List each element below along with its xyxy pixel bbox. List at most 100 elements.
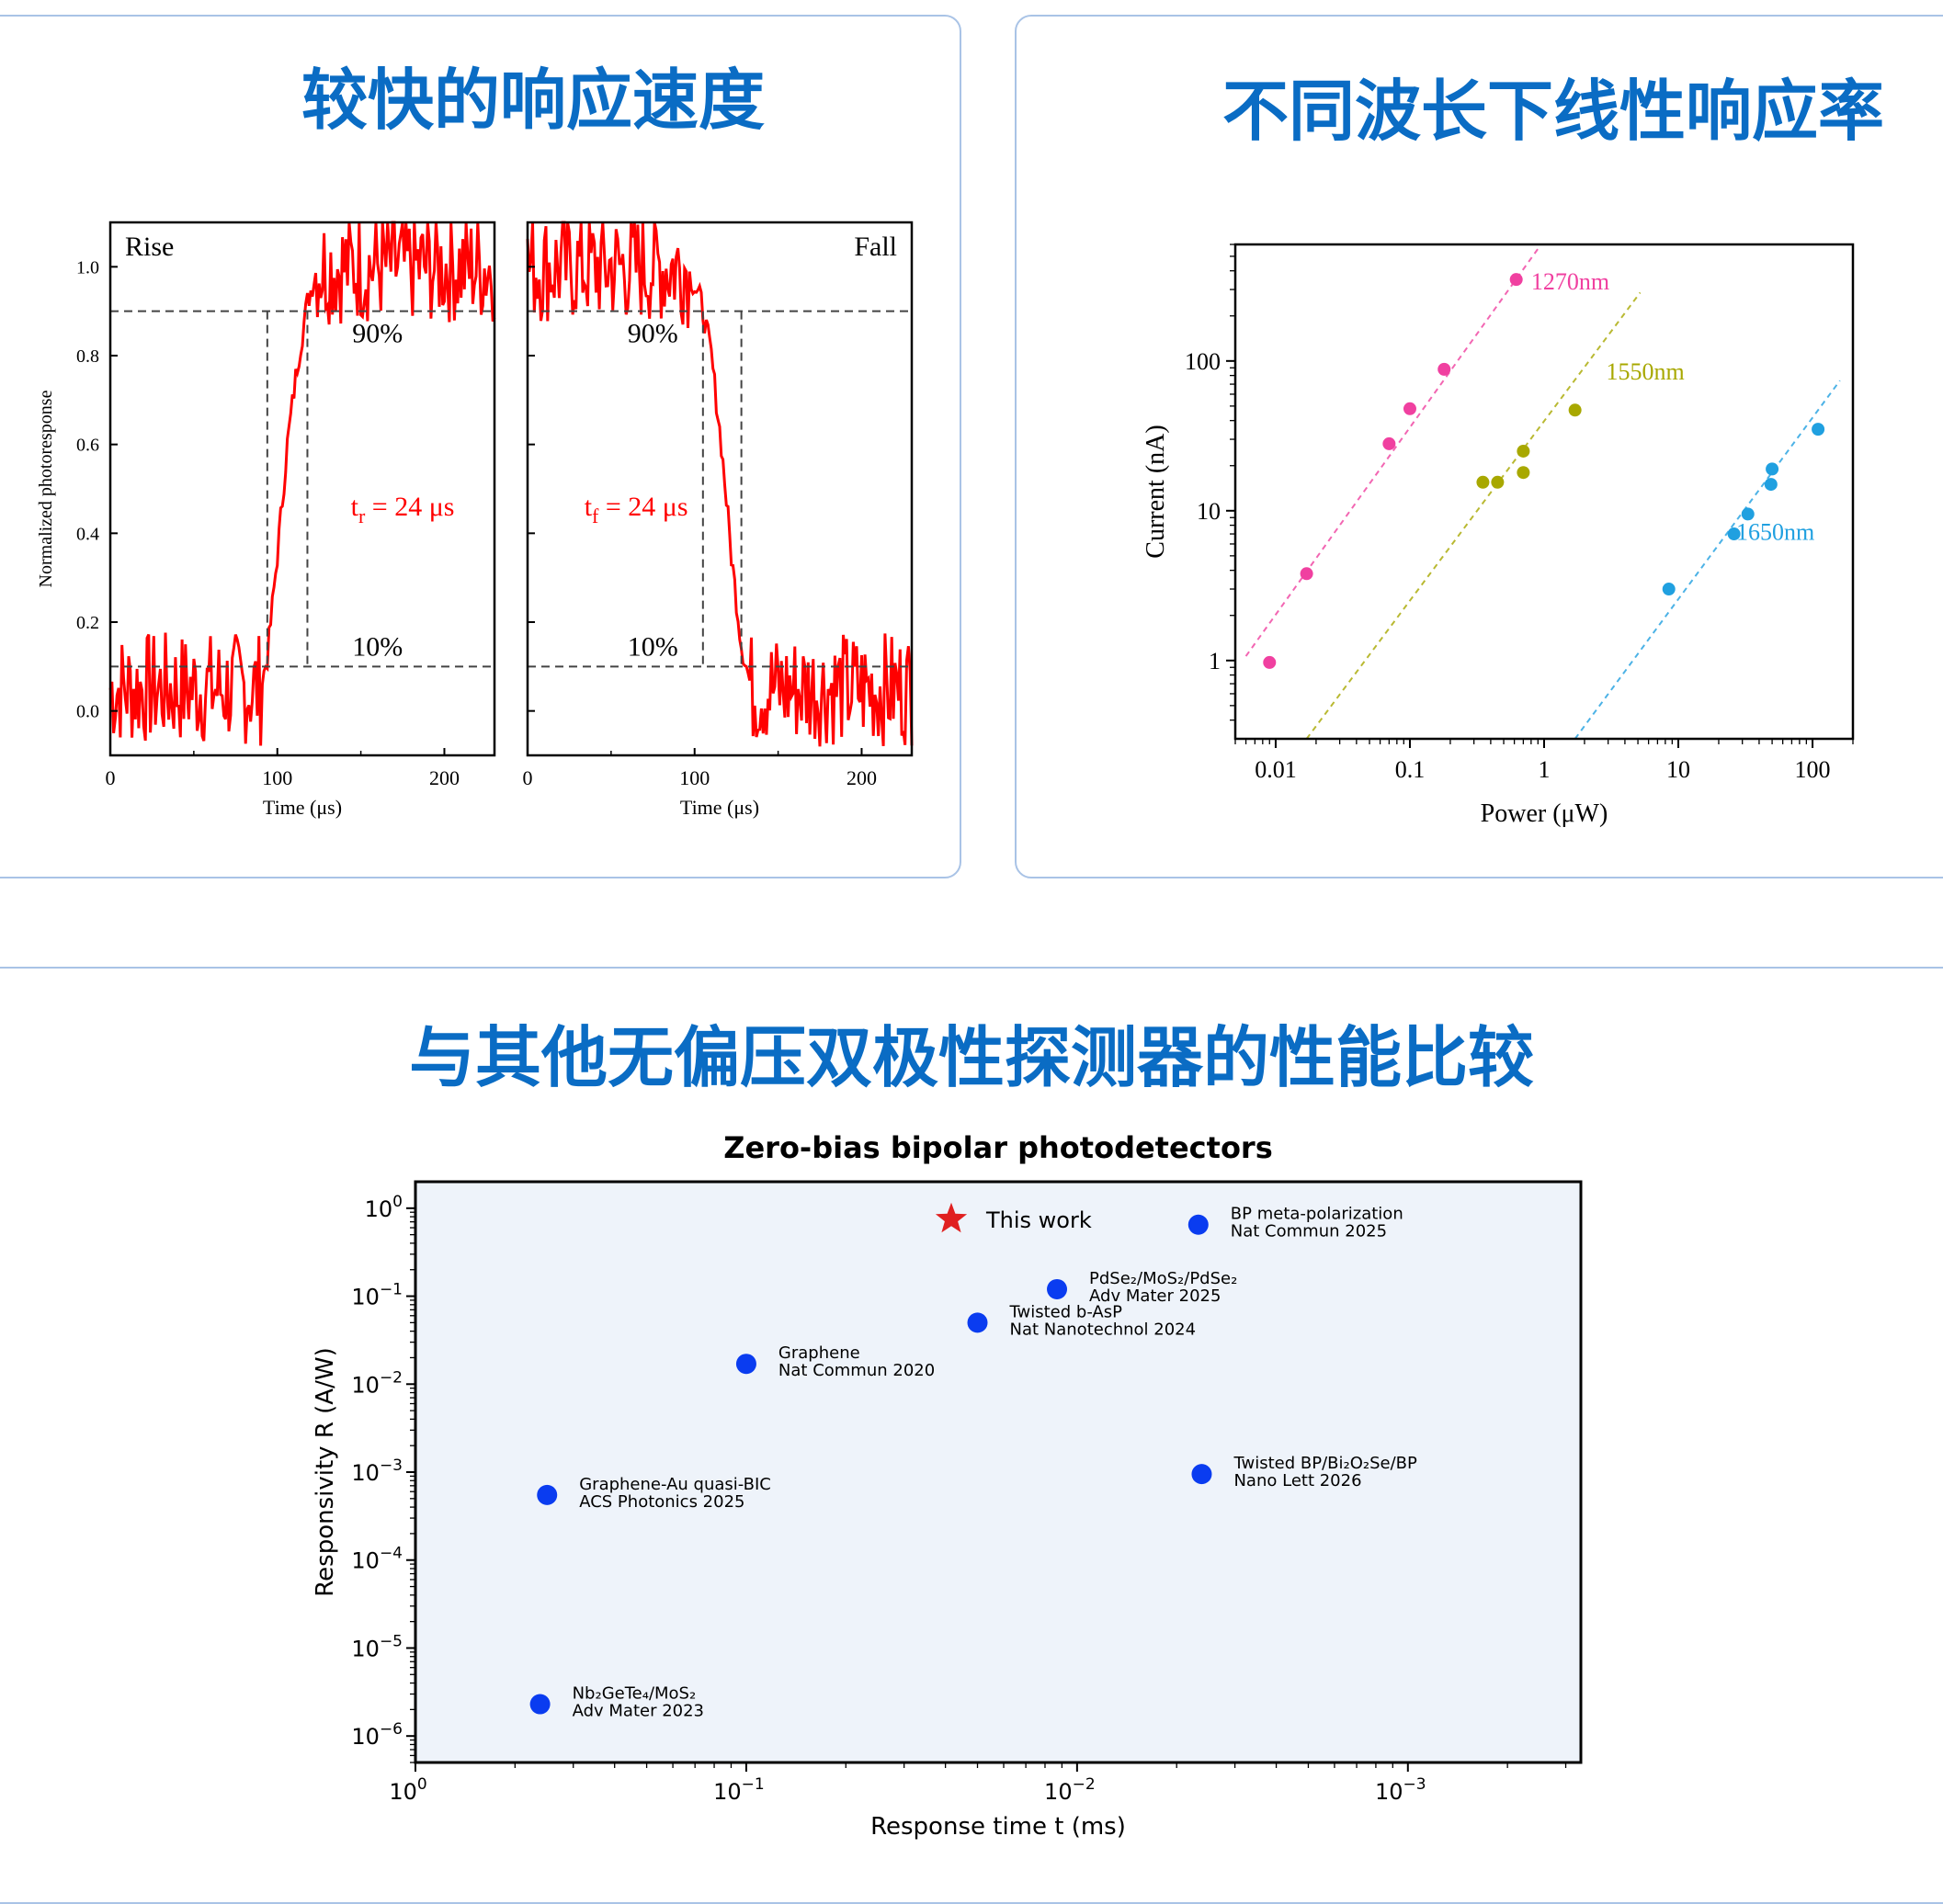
circle-marker bbox=[537, 1484, 558, 1505]
fit-line bbox=[1244, 248, 1540, 657]
speed-panel-title: 较快的响应速度 bbox=[301, 62, 765, 139]
x-tick-label: 10−2 bbox=[1044, 1775, 1096, 1805]
series-label: 1550nm bbox=[1607, 358, 1685, 385]
compare-chart-title: Zero-bias bipolar photodetectors bbox=[723, 1130, 1273, 1165]
star-marker bbox=[935, 1202, 968, 1233]
point-label: Adv Mater 2023 bbox=[573, 1702, 704, 1721]
point-label: Graphene bbox=[778, 1343, 860, 1363]
data-point bbox=[1300, 567, 1313, 581]
fit-line bbox=[1305, 291, 1642, 740]
circle-marker bbox=[1047, 1278, 1068, 1299]
y-tick-label: 10−2 bbox=[351, 1368, 403, 1398]
linear-frame bbox=[1233, 243, 1855, 741]
point-label: BP meta-polarization bbox=[1231, 1205, 1403, 1224]
data-point bbox=[1263, 655, 1277, 669]
x-axis-label: Response time t (ms) bbox=[870, 1813, 1126, 1841]
y-tick-label: 10−1 bbox=[351, 1281, 403, 1310]
fall-trace bbox=[526, 221, 914, 747]
linear-response-chart: 1270nm 1550nm 1650nm 0.01 0.1 1 10 100 Power (μW… bbox=[1142, 243, 1855, 828]
point-label: ACS Photonics 2025 bbox=[579, 1492, 744, 1512]
rise-time-annotation: tr = 24 μs bbox=[351, 492, 455, 527]
series-1650nm bbox=[1574, 380, 1841, 740]
linear-panel-title: 不同波长下线性响应率 bbox=[1221, 73, 1884, 150]
point-label: Graphene-Au quasi-BIC bbox=[579, 1475, 771, 1494]
x-tick-label: 10−3 bbox=[1375, 1775, 1426, 1805]
data-point bbox=[1403, 402, 1416, 415]
fall-subplot: Fall 90% 10% tf = 24 μs 0 100 200 Time (μs) bbox=[523, 221, 914, 819]
x-tick-label: 100 bbox=[1795, 756, 1831, 783]
circle-marker bbox=[1187, 1214, 1209, 1235]
point-label: Nat Commun 2020 bbox=[778, 1361, 935, 1380]
y-tick-label: 0.8 bbox=[76, 346, 99, 367]
label-90: 90% bbox=[352, 319, 403, 349]
label-90: 90% bbox=[628, 319, 678, 349]
fall-frame bbox=[526, 221, 914, 757]
y-tick-label: 0.6 bbox=[76, 436, 99, 456]
speed-panel bbox=[0, 15, 961, 878]
rise-trace bbox=[108, 221, 496, 746]
x-tick-label: 0.01 bbox=[1255, 756, 1297, 783]
comparison-chart: Zero-bias bipolar photodetectors 100 10−1 1… bbox=[312, 1130, 1583, 1841]
y-tick-label: 1 bbox=[1209, 648, 1221, 674]
series-1550nm bbox=[1305, 291, 1642, 740]
y-axis-label: Responsivity R (A/W) bbox=[312, 1347, 339, 1596]
data-point bbox=[1764, 478, 1778, 492]
point-label: Nb₂GeTe₄/MoS₂ bbox=[573, 1684, 697, 1704]
point-label: Nat Commun 2025 bbox=[1231, 1222, 1387, 1241]
point-label: Adv Mater 2025 bbox=[1089, 1286, 1221, 1306]
y-tick-label: 0.0 bbox=[76, 702, 99, 722]
data-point bbox=[1509, 273, 1523, 287]
x-tick-label: 100 bbox=[389, 1775, 426, 1805]
y-tick-label: 10 bbox=[1197, 498, 1221, 525]
y-axis-label: Normalized photoresponse bbox=[36, 390, 56, 587]
data-point bbox=[1568, 403, 1582, 417]
fit-line bbox=[1574, 380, 1841, 740]
data-point bbox=[1517, 444, 1530, 458]
data-point bbox=[1491, 475, 1505, 489]
fall-label: Fall bbox=[854, 232, 897, 262]
rise-subplot: Rise 90% 10% tr = 24 μs 0 100 200 Time (μs) 0.0 0… bbox=[36, 221, 496, 819]
data-point bbox=[1382, 436, 1396, 450]
y-tick-label: 10−3 bbox=[351, 1456, 403, 1486]
data-point bbox=[1727, 527, 1741, 541]
data-point bbox=[1741, 507, 1755, 521]
x-tick-label: 100 bbox=[262, 766, 292, 789]
y-tick-label: 10−5 bbox=[351, 1632, 403, 1661]
rise-label: Rise bbox=[125, 232, 174, 262]
point-label: Nano Lett 2026 bbox=[1233, 1471, 1361, 1490]
y-tick-label: 100 bbox=[1185, 348, 1221, 375]
compare-panel-title: 与其他无偏压双极性探测器的性能比较 bbox=[408, 1019, 1534, 1096]
y-axis-label: Current (nA) bbox=[1142, 425, 1170, 558]
series-1270nm bbox=[1244, 248, 1540, 669]
data-point bbox=[1662, 583, 1676, 596]
data-point bbox=[1517, 466, 1530, 480]
x-tick-label: 0 bbox=[106, 766, 116, 789]
x-tick-label: 0.1 bbox=[1395, 756, 1426, 783]
x-tick-label: 200 bbox=[847, 766, 877, 789]
point-label: Twisted b-AsP bbox=[1009, 1302, 1123, 1321]
data-point bbox=[1766, 462, 1779, 476]
point-label: Twisted BP/Bi₂O₂Se/BP bbox=[1233, 1454, 1417, 1473]
circle-marker bbox=[735, 1354, 756, 1375]
circle-marker bbox=[967, 1312, 988, 1333]
y-tick-label: 10−4 bbox=[351, 1545, 403, 1574]
circle-marker bbox=[1191, 1464, 1212, 1485]
data-point bbox=[1476, 475, 1490, 489]
label-10: 10% bbox=[628, 631, 678, 662]
y-tick-label: 0.4 bbox=[76, 524, 99, 544]
series-label: 1650nm bbox=[1736, 518, 1814, 545]
y-tick-label: 1.0 bbox=[76, 257, 99, 278]
point-label: This work bbox=[985, 1207, 1092, 1233]
y-tick-label: 0.2 bbox=[76, 613, 99, 633]
label-10: 10% bbox=[352, 631, 403, 662]
x-tick-label: 1 bbox=[1539, 756, 1551, 783]
x-tick-label: 200 bbox=[429, 766, 460, 789]
comparison-point: This work bbox=[935, 1202, 1092, 1233]
x-tick-label: 100 bbox=[679, 766, 710, 789]
